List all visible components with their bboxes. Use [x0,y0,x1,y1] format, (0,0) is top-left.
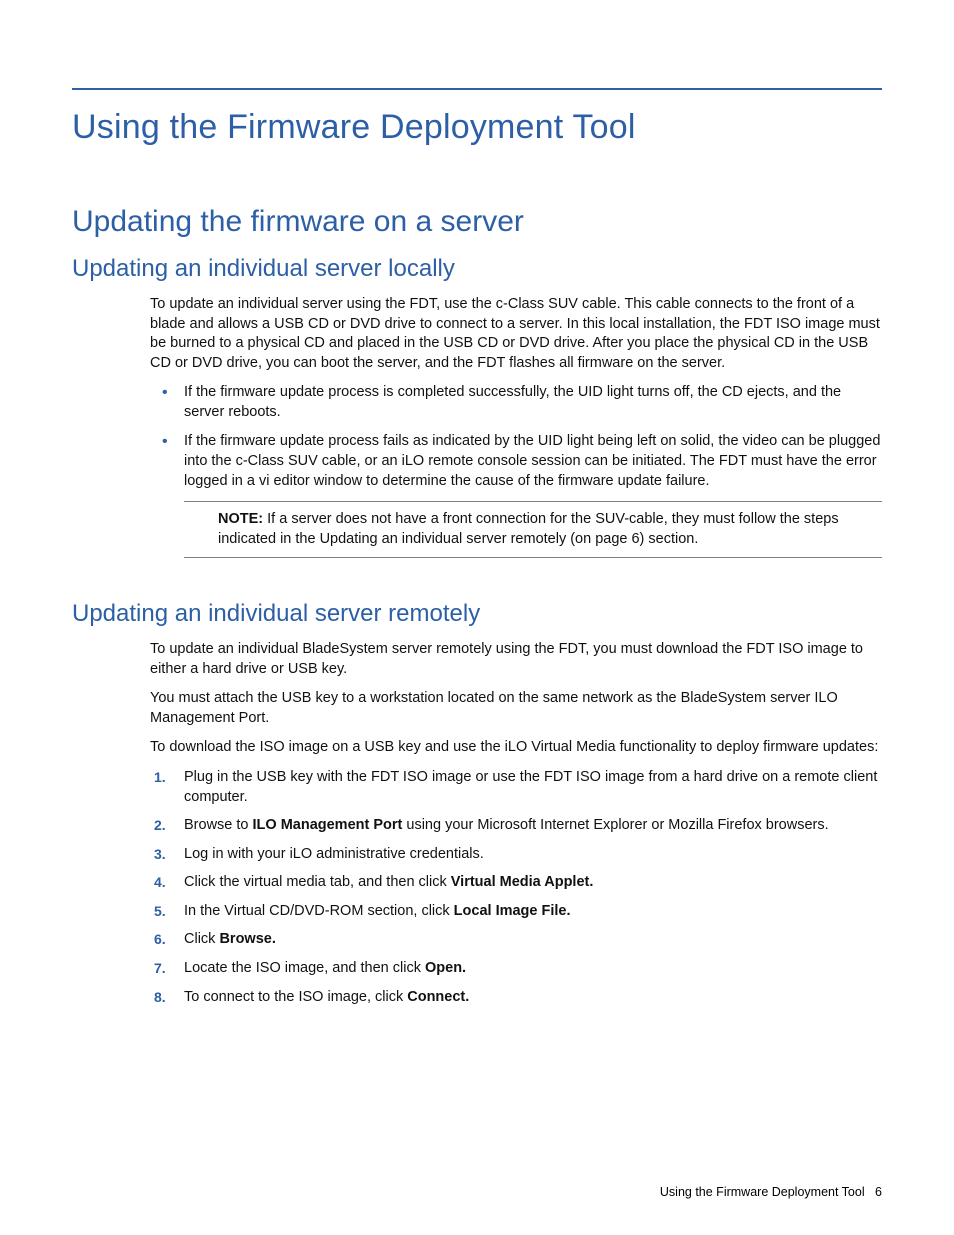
step-bold: Browse. [219,931,275,947]
step-text: Log in with your iLO administrative cred… [184,846,484,862]
step-text: Browse to [184,817,253,833]
list-item: Browse to ILO Management Port using your… [150,816,882,836]
step-text: Click the virtual media tab, and then cl… [184,874,451,890]
list-item: If the firmware update process is comple… [150,383,882,422]
list-item: To connect to the ISO image, click Conne… [150,988,882,1008]
step-text: To connect to the ISO image, click [184,989,407,1005]
step-bold: Virtual Media Applet. [451,874,594,890]
section-heading: Updating the firmware on a server [72,205,882,239]
note-box: NOTE: If a server does not have a front … [184,501,882,558]
remote-para-2: You must attach the USB key to a worksta… [150,689,882,728]
step-text: Plug in the USB key with the FDT ISO ima… [184,769,877,805]
step-bold: ILO Management Port [253,817,403,833]
step-text: Click [184,931,219,947]
list-item: Log in with your iLO administrative cred… [150,845,882,865]
list-item: Click the virtual media tab, and then cl… [150,873,882,893]
note-label: NOTE: [218,511,263,527]
list-item: Locate the ISO image, and then click Ope… [150,959,882,979]
step-bold: Local Image File. [454,903,571,919]
top-rule [72,88,882,90]
subsection-remote-body: To update an individual BladeSystem serv… [150,640,882,1007]
remote-para-1: To update an individual BladeSystem serv… [150,640,882,679]
list-item: Plug in the USB key with the FDT ISO ima… [150,768,882,807]
remote-para-3: To download the ISO image on a USB key a… [150,738,882,758]
page-footer: Using the Firmware Deployment Tool 6 [660,1185,882,1199]
step-text: Locate the ISO image, and then click [184,960,425,976]
footer-text: Using the Firmware Deployment Tool [660,1185,865,1199]
local-bullet-list: If the firmware update process is comple… [150,383,882,491]
footer-page-number: 6 [875,1185,882,1199]
subsection-local-heading: Updating an individual server locally [72,255,882,283]
subsection-local-body: To update an individual server using the… [150,295,882,558]
step-bold: Open. [425,960,466,976]
remote-steps: Plug in the USB key with the FDT ISO ima… [150,768,882,1007]
list-item: Click Browse. [150,930,882,950]
note-text: If a server does not have a front connec… [218,511,839,547]
local-intro-para: To update an individual server using the… [150,295,882,373]
list-item: In the Virtual CD/DVD-ROM section, click… [150,902,882,922]
step-bold: Connect. [407,989,469,1005]
step-text: In the Virtual CD/DVD-ROM section, click [184,903,454,919]
page-title: Using the Firmware Deployment Tool [72,108,882,147]
list-item: If the firmware update process fails as … [150,432,882,491]
step-post: using your Microsoft Internet Explorer o… [402,817,828,833]
subsection-remote-heading: Updating an individual server remotely [72,600,882,628]
